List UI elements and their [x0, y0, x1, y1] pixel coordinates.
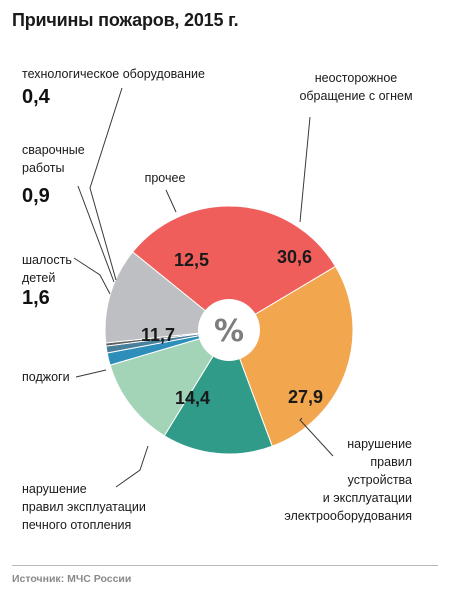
slice-label-line: и эксплуатации — [323, 491, 412, 505]
slice-label-tech: технологическое оборудование — [22, 67, 205, 81]
slice-label-line: обращение с огнем — [299, 89, 412, 103]
slice-label-line: поджоги — [22, 370, 70, 384]
pie-slice-careless — [131, 205, 337, 331]
slice-label-line: печного отопления — [22, 518, 131, 532]
slice-labels: неосторожное обращение с огнем 30,6 нарушен… — [22, 67, 413, 532]
footer-divider — [12, 565, 438, 566]
source-note: Источник: МЧС России — [12, 573, 132, 585]
slice-value-stove: 14,4 — [175, 388, 210, 408]
slice-label-line: работы — [22, 161, 64, 175]
slice-label-line: нарушение — [347, 437, 412, 451]
slice-label-arson: поджоги — [22, 370, 70, 384]
slice-label-line: правил — [370, 455, 412, 469]
leader-lines — [73, 87, 334, 488]
slice-label-line: технологическое оборудование — [22, 67, 205, 81]
slice-label-line: прочее — [145, 171, 186, 185]
slice-label-children: шалость детей — [22, 253, 72, 285]
slice-value-welding: 0,9 — [22, 185, 50, 207]
leader-line-tech — [89, 87, 123, 281]
pie-slice-other — [104, 251, 231, 344]
center-percent-label: % — [214, 314, 244, 349]
slice-label-welding: сварочные работы — [22, 143, 85, 175]
slice-label-careless: неосторожное обращение с огнем — [299, 71, 412, 103]
leader-line-welding — [77, 185, 115, 283]
slice-label-line: детей — [22, 271, 55, 285]
leader-line-children — [73, 257, 111, 295]
slice-value-tech: 0,4 — [22, 86, 51, 108]
slice-value-electrical: 27,9 — [288, 387, 323, 407]
slice-label-electrical: нарушение правил устройства и эксплуатации э… — [284, 437, 412, 523]
slice-label-line: неосторожное — [315, 71, 398, 85]
pie-slice-electrical — [228, 265, 354, 447]
slice-label-other: прочее — [145, 171, 186, 185]
slice-value-arson: 11,7 — [141, 325, 175, 345]
pie-slices — [104, 205, 354, 455]
slice-value-children: 1,6 — [22, 287, 50, 309]
slice-label-line: нарушение — [22, 482, 87, 496]
slice-label-line: шалость — [22, 253, 72, 267]
leader-line-other — [165, 189, 177, 213]
slice-value-careless: 30,6 — [277, 247, 312, 267]
leader-line-stove — [115, 445, 149, 488]
slice-label-stove: нарушение правил эксплуатации печного отоп… — [22, 482, 146, 532]
leader-line-arson — [75, 369, 107, 378]
chart-title: Причины пожаров, 2015 г. — [12, 10, 239, 30]
center-hole — [198, 299, 260, 361]
slice-label-line: сварочные — [22, 143, 85, 157]
slice-label-line: устройства — [348, 473, 412, 487]
leader-line-careless — [299, 116, 311, 223]
pie-slice-stove — [163, 328, 273, 455]
slice-value-other: 12,5 — [174, 250, 209, 270]
leader-line-electrical — [299, 417, 334, 457]
slice-label-line: электрооборудования — [284, 509, 412, 523]
slice-label-line: правил эксплуатации — [22, 500, 146, 514]
